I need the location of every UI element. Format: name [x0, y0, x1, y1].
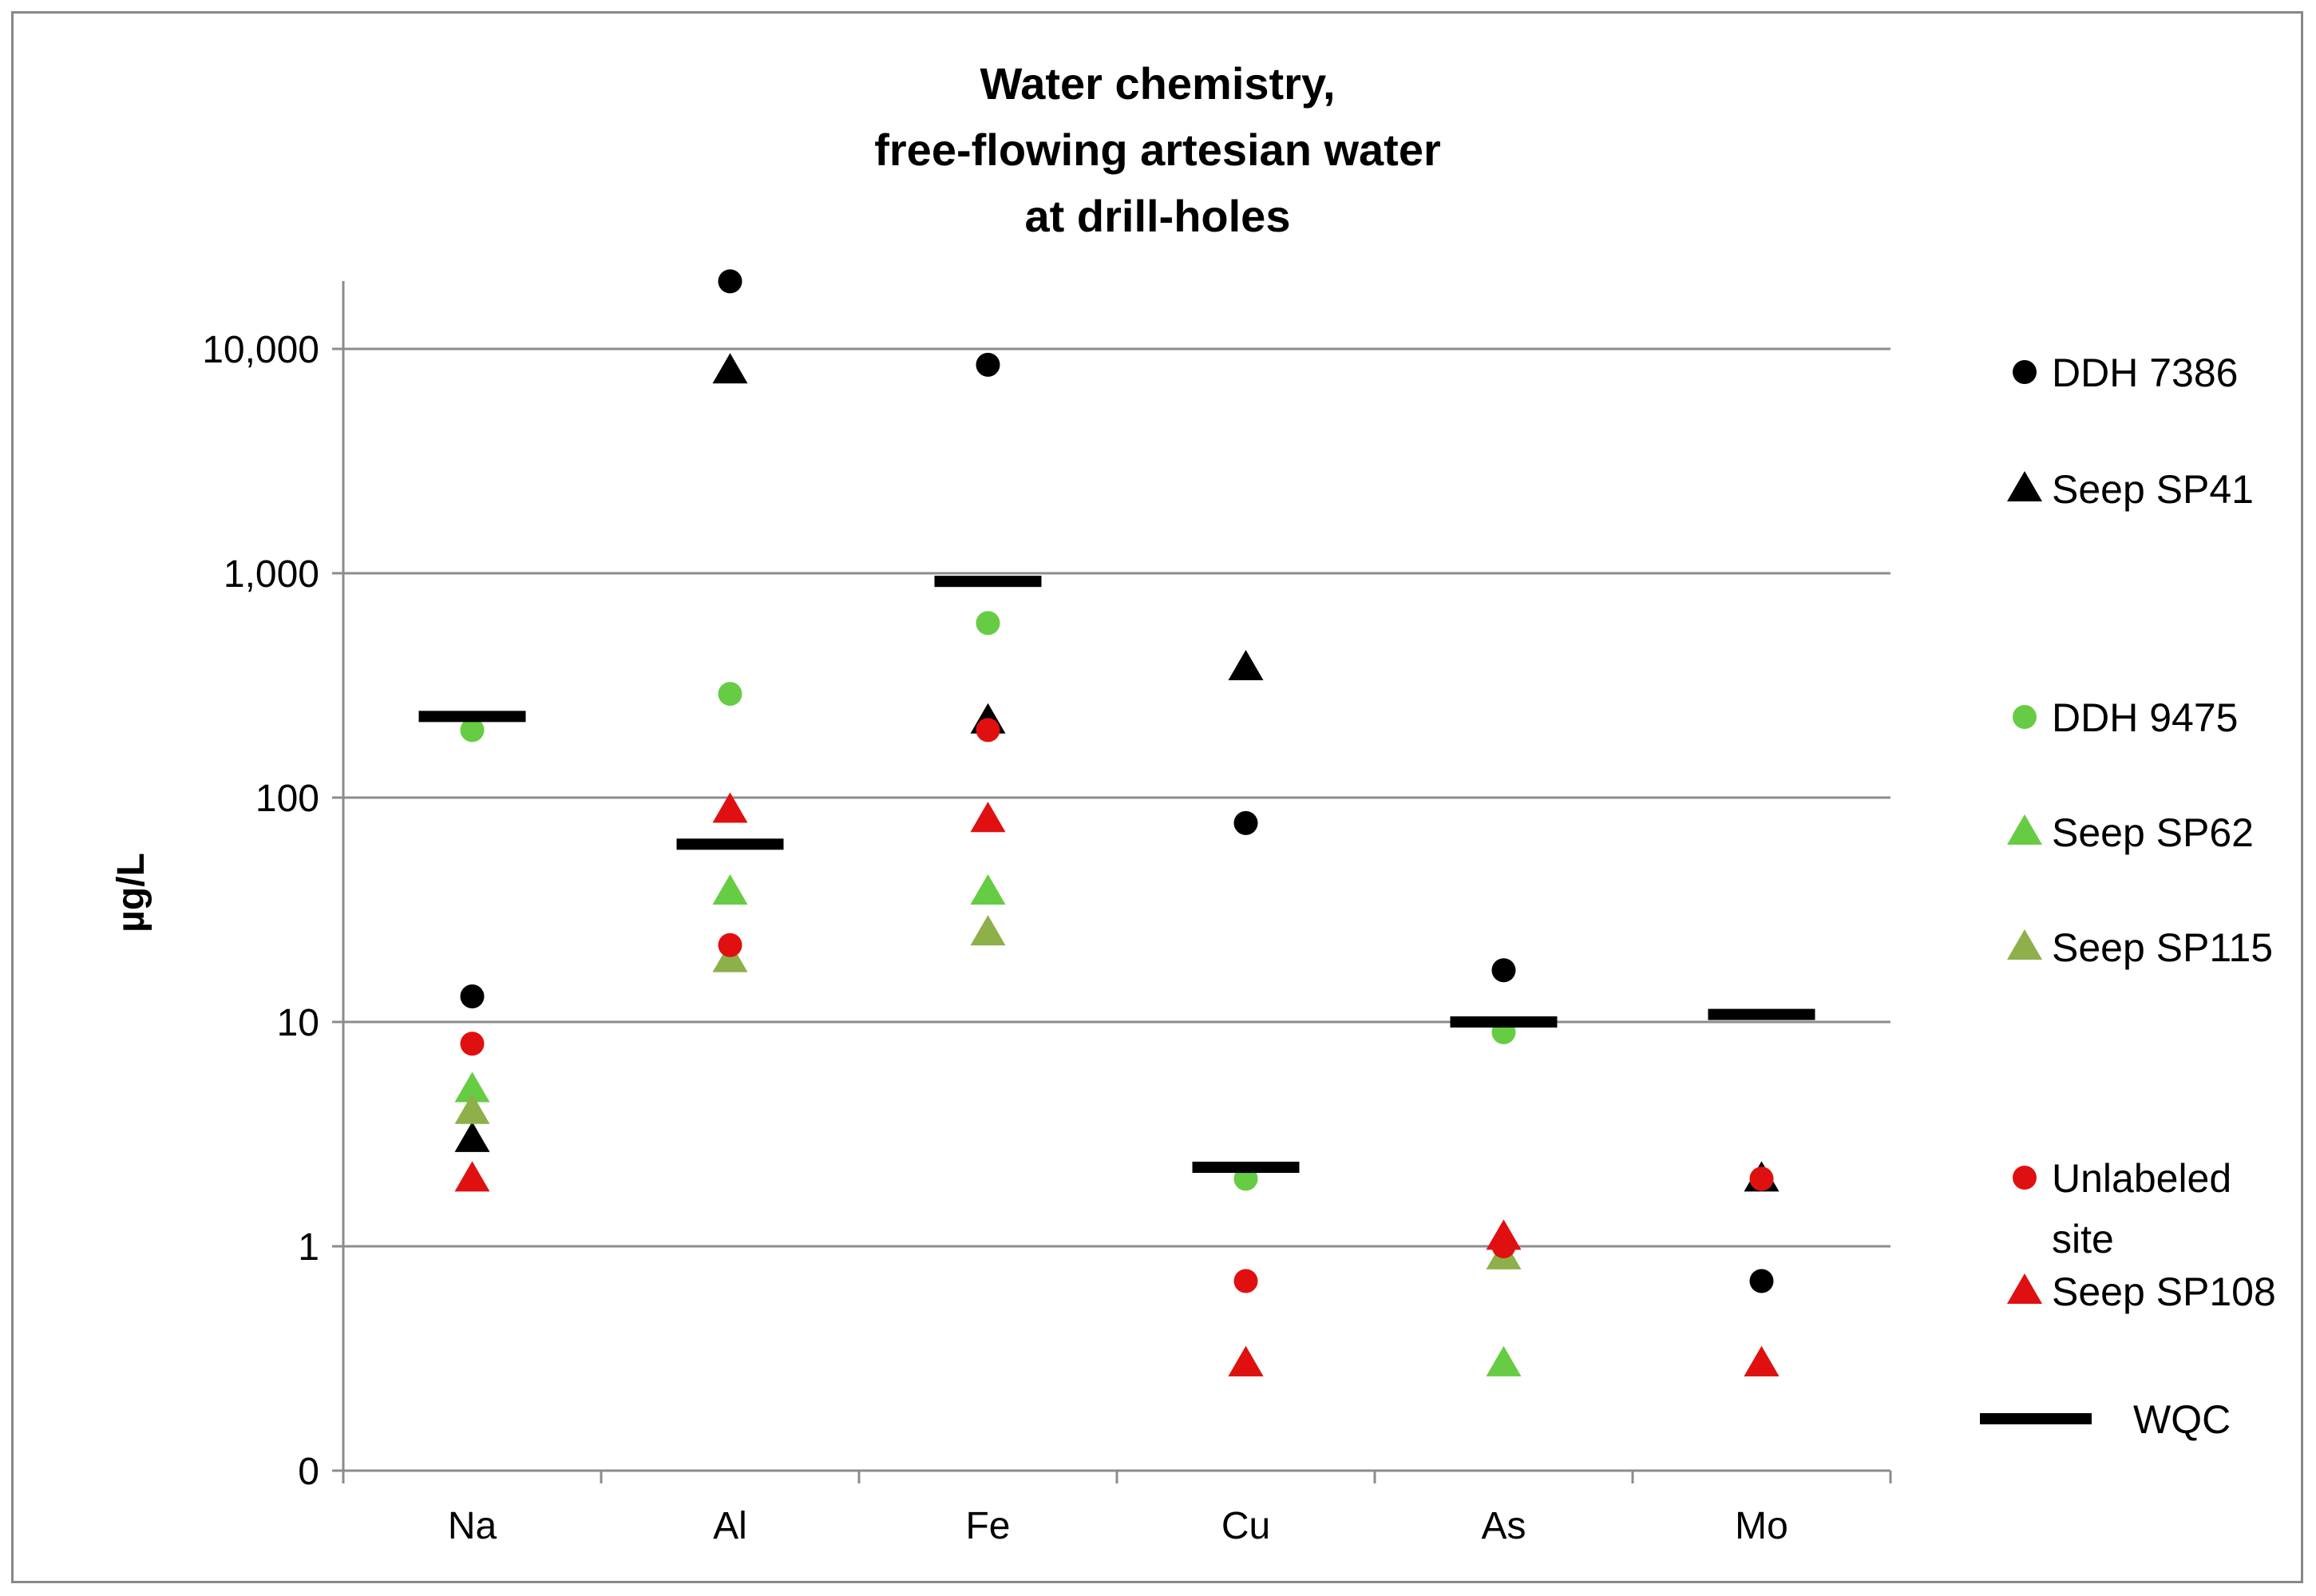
point-unlabeled-site-mo	[1749, 1166, 1774, 1191]
point-seep-sp41-na	[454, 1121, 490, 1152]
legend-label-seep-sp41: Seep SP41	[2052, 467, 2254, 512]
y-tick-label: 1,000	[224, 553, 319, 596]
axes	[332, 281, 1892, 1483]
point-unlabeled-site-cu	[1233, 1269, 1258, 1293]
legend-label-seep-sp62: Seep SP62	[2052, 810, 2254, 855]
legend-item-unlabeled-site: Unlabeled site	[2013, 1156, 2231, 1261]
point-seep-sp62-na	[454, 1071, 490, 1103]
chart-title-line-2: free-flowing artesian water	[874, 125, 1441, 175]
chart-title-line-3: at drill-holes	[1025, 191, 1291, 241]
point-ddh-7386-as	[1491, 958, 1516, 983]
y-tick-label: 100	[255, 778, 319, 820]
x-tick-label-Fe: Fe	[965, 1505, 1010, 1547]
legend-item-ddh-7386: DDH 7386	[2013, 350, 2238, 395]
legend-label-ddh-9475: DDH 9475	[2052, 695, 2238, 740]
point-ddh-7386-al	[718, 269, 742, 294]
point-wqc-al	[676, 838, 784, 850]
legend-label-seep-sp115: Seep SP115	[2052, 925, 2273, 970]
legend-item-ddh-9475: DDH 9475	[2013, 695, 2238, 740]
point-seep-sp108-as	[1486, 1219, 1522, 1250]
data-marks	[418, 269, 1815, 1376]
point-wqc-as	[1450, 1016, 1558, 1028]
point-ddh-9475-fe	[976, 611, 1000, 636]
y-axis-label: µg/L	[110, 853, 152, 933]
point-seep-sp108-cu	[1228, 1345, 1264, 1376]
point-wqc-fe	[934, 576, 1042, 588]
point-seep-sp108-al	[712, 792, 748, 823]
chart-title-line-1: Water chemistry,	[980, 58, 1335, 109]
point-unlabeled-site-fe	[976, 718, 1000, 743]
point-ddh-9475-al	[718, 682, 742, 707]
point-seep-sp108-fe	[970, 802, 1006, 833]
tick-labels: 0 1 10 100 1,000 10,000 Na Al Fe Cu As Mo	[202, 329, 1788, 1547]
legend-item-wqc: WQC	[1980, 1397, 2231, 1442]
legend-marker-seep-sp108	[2007, 1273, 2042, 1304]
point-ddh-7386-mo	[1749, 1269, 1774, 1293]
legend-marker-seep-sp41	[2007, 470, 2042, 501]
legend-marker-unlabeled-site	[2013, 1166, 2037, 1190]
point-ddh-7386-na	[460, 984, 485, 1008]
point-ddh-7386-cu	[1233, 810, 1258, 835]
legend-label-unlabeled-site: site	[2052, 1217, 2114, 1261]
x-tick-label-As: As	[1481, 1505, 1526, 1547]
point-seep-sp62-fe	[970, 874, 1006, 905]
legend: DDH 7386 Seep SP41 DDH 9475 Seep SP62 Seep S…	[1980, 350, 2276, 1442]
y-tick-label: 10,000	[202, 329, 319, 371]
legend-item-seep-sp62: Seep SP62	[2007, 810, 2254, 855]
legend-label-ddh-7386: DDH 7386	[2052, 350, 2238, 395]
legend-marker-seep-sp115	[2007, 929, 2042, 960]
point-seep-sp62-al	[712, 874, 748, 905]
legend-marker-wqc	[1980, 1413, 2092, 1424]
legend-item-seep-sp41: Seep SP41	[2007, 467, 2254, 512]
legend-label-seep-sp108: Seep SP108	[2052, 1269, 2276, 1314]
point-ddh-9475-na	[460, 718, 485, 743]
y-tick-label: 10	[277, 1002, 319, 1044]
legend-marker-seep-sp62	[2007, 814, 2042, 845]
legend-marker-ddh-7386	[2013, 360, 2037, 384]
legend-item-seep-sp115: Seep SP115	[2007, 925, 2273, 970]
point-seep-sp41-cu	[1228, 650, 1264, 681]
point-seep-sp62-as	[1486, 1345, 1522, 1376]
x-tick-label-Na: Na	[448, 1505, 497, 1547]
gridlines	[343, 347, 1890, 1248]
point-seep-sp115-na	[454, 1093, 490, 1124]
legend-item-seep-sp108: Seep SP108	[2007, 1269, 2276, 1314]
point-seep-sp108-na	[454, 1161, 490, 1192]
point-ddh-7386-fe	[976, 352, 1000, 377]
y-tick-label: 0	[298, 1451, 319, 1493]
point-unlabeled-site-na	[460, 1032, 485, 1056]
point-wqc-mo	[1708, 1008, 1815, 1020]
point-unlabeled-site-al	[718, 933, 742, 957]
point-seep-sp41-al	[712, 353, 748, 384]
legend-label-wqc: WQC	[2133, 1397, 2231, 1442]
point-wqc-na	[418, 711, 526, 723]
x-tick-label-Mo: Mo	[1735, 1505, 1788, 1547]
x-tick-label-Cu: Cu	[1221, 1505, 1270, 1547]
x-tick-label-Al: Al	[713, 1505, 747, 1547]
point-seep-sp108-mo	[1744, 1345, 1780, 1376]
y-tick-label: 1	[298, 1226, 319, 1269]
point-seep-sp115-fe	[970, 915, 1006, 946]
legend-label-unlabeled-site: Unlabeled	[2052, 1156, 2231, 1201]
legend-marker-ddh-9475	[2013, 705, 2037, 729]
point-wqc-cu	[1192, 1162, 1300, 1174]
